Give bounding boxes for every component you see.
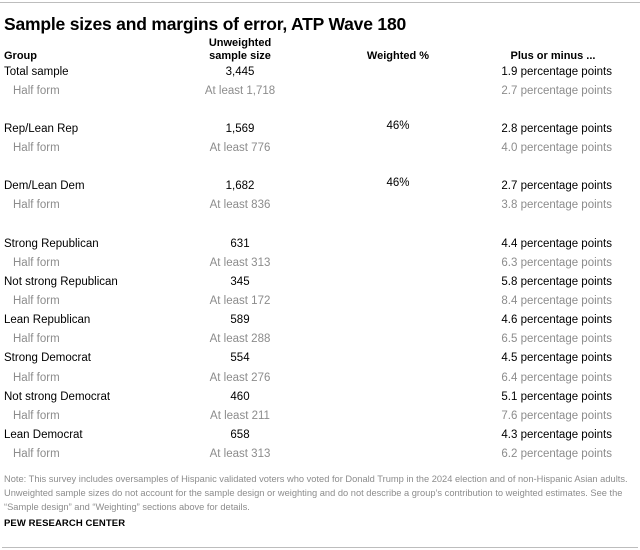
column-header-unweighted: Unweighted sample size [190, 37, 290, 63]
cell-group: Strong Democrat [4, 352, 91, 364]
cell-weighted: 46% [386, 120, 410, 132]
cell-unweighted: At least 276 [209, 372, 271, 384]
cell-moe: 8.4 percentage points [501, 295, 612, 307]
cell-group: Half form [13, 199, 60, 211]
source-credit: PEW RESEARCH CENTER [4, 518, 126, 529]
cell-moe: 3.8 percentage points [501, 199, 612, 211]
cell-moe: 6.3 percentage points [501, 257, 612, 269]
cell-unweighted: 460 [230, 391, 250, 403]
table-row-half-form: Half form At least 1,718 2.7 percentage … [0, 82, 640, 101]
cell-moe: 1.9 percentage points [501, 66, 612, 78]
cell-group: Lean Democrat [4, 429, 83, 441]
column-header-unweighted-line1: Unweighted [208, 37, 272, 49]
cell-unweighted: At least 1,718 [204, 85, 276, 97]
table-row: Rep/Lean Rep 1,569 46% 2.8 percentage po… [0, 120, 640, 139]
cell-unweighted: At least 288 [209, 333, 271, 345]
cell-unweighted: 589 [230, 314, 250, 326]
cell-moe: 4.5 percentage points [501, 352, 612, 364]
table-row: Dem/Lean Dem 1,682 46% 2.7 percentage po… [0, 177, 640, 196]
cell-moe: 2.8 percentage points [501, 123, 612, 135]
cell-group: Not strong Democrat [4, 391, 111, 403]
cell-unweighted: At least 172 [209, 295, 271, 307]
cell-moe: 4.6 percentage points [501, 314, 612, 326]
column-header-group: Group [4, 50, 37, 62]
cell-group: Not strong Republican [4, 276, 118, 288]
table-row: Strong Democrat 554 4.5 percentage point… [0, 349, 640, 368]
table-row: Total sample 3,445 1.9 percentage points [0, 63, 640, 82]
cell-group: Strong Republican [4, 238, 99, 250]
table-row: Strong Republican 631 4.4 percentage poi… [0, 235, 640, 254]
cell-group: Half form [13, 333, 60, 345]
cell-unweighted: 1,569 [225, 123, 255, 135]
column-header-unweighted-line2: sample size [209, 50, 271, 62]
cell-group: Half form [13, 295, 60, 307]
cell-unweighted: 554 [230, 352, 250, 364]
footnote: Note: This survey includes oversamples o… [4, 474, 628, 512]
cell-unweighted: 3,445 [225, 66, 255, 78]
cell-moe: 2.7 percentage points [501, 85, 612, 97]
cell-weighted: 46% [386, 177, 410, 189]
cell-unweighted: 345 [230, 276, 250, 288]
cell-moe: 4.3 percentage points [501, 429, 612, 441]
cell-unweighted: At least 776 [209, 142, 271, 154]
table-row-half-form: Half form At least 172 8.4 percentage po… [0, 292, 640, 311]
cell-moe: 6.2 percentage points [501, 448, 612, 460]
cell-unweighted: 1,682 [225, 180, 255, 192]
cell-unweighted: At least 836 [209, 199, 271, 211]
table-row: Not strong Republican 345 5.8 percentage… [0, 273, 640, 292]
column-header-weighted: Weighted % [366, 50, 430, 62]
table-row-half-form: Half form At least 211 7.6 percentage po… [0, 407, 640, 426]
table-row: Not strong Democrat 460 5.1 percentage p… [0, 388, 640, 407]
table-row-half-form: Half form At least 836 3.8 percentage po… [0, 196, 640, 215]
cell-group: Dem/Lean Dem [4, 180, 85, 192]
cell-group: Half form [13, 448, 60, 460]
cell-unweighted: 658 [230, 429, 250, 441]
cell-unweighted: At least 211 [210, 410, 270, 422]
top-divider [0, 2, 640, 3]
cell-moe: 5.8 percentage points [501, 276, 612, 288]
table-row: Lean Republican 589 4.6 percentage point… [0, 311, 640, 330]
bottom-divider [2, 547, 638, 548]
table-title: Sample sizes and margins of error, ATP W… [4, 14, 407, 34]
cell-moe: 5.1 percentage points [501, 391, 612, 403]
cell-group: Total sample [4, 66, 69, 78]
column-header-plus-minus: Plus or minus ... [510, 50, 596, 62]
table-row-half-form: Half form At least 313 6.3 percentage po… [0, 254, 640, 273]
cell-group: Lean Republican [4, 314, 91, 326]
table-row-half-form: Half form At least 776 4.0 percentage po… [0, 139, 640, 158]
cell-group: Half form [13, 142, 60, 154]
cell-group: Rep/Lean Rep [4, 123, 79, 135]
cell-group: Half form [13, 410, 60, 422]
cell-group: Half form [13, 372, 60, 384]
cell-unweighted: 631 [230, 238, 250, 250]
table-row-half-form: Half form At least 288 6.5 percentage po… [0, 330, 640, 349]
cell-group: Half form [13, 85, 60, 97]
cell-moe: 2.7 percentage points [501, 180, 612, 192]
cell-moe: 6.4 percentage points [501, 372, 612, 384]
cell-moe: 6.5 percentage points [501, 333, 612, 345]
table-row-half-form: Half form At least 313 6.2 percentage po… [0, 445, 640, 464]
table-row-half-form: Half form At least 276 6.4 percentage po… [0, 369, 640, 388]
table-row: Lean Democrat 658 4.3 percentage points [0, 426, 640, 445]
cell-moe: 4.0 percentage points [501, 142, 612, 154]
cell-group: Half form [13, 257, 60, 269]
cell-unweighted: At least 313 [209, 448, 271, 460]
cell-unweighted: At least 313 [209, 257, 271, 269]
cell-moe: 4.4 percentage points [501, 238, 612, 250]
cell-moe: 7.6 percentage points [501, 410, 612, 422]
